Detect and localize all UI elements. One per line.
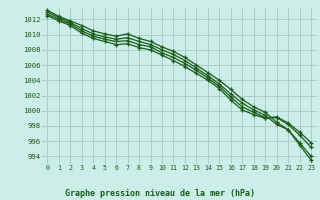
Text: Graphe pression niveau de la mer (hPa): Graphe pression niveau de la mer (hPa) [65, 189, 255, 198]
